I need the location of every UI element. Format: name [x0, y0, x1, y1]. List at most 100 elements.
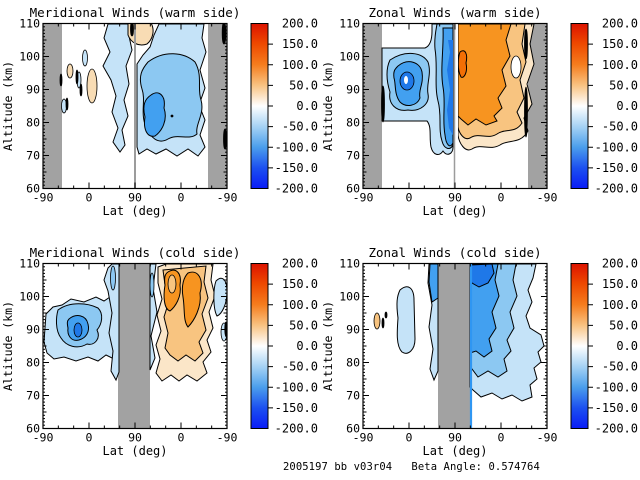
panel-title: Zonal Winds (warm side): [368, 5, 541, 20]
x-tick-label: -90: [353, 431, 374, 445]
x-tick-label: 90: [448, 431, 462, 445]
y-tick-label: 60: [26, 182, 40, 196]
y-tick-label: 80: [26, 116, 40, 130]
colorbar-label: -200.0: [595, 422, 638, 436]
x-tick-label: 0: [406, 191, 413, 205]
y-tick-label: 100: [19, 290, 40, 304]
y-tick-label: 60: [26, 422, 40, 436]
colorbar-label: 100.0: [282, 298, 318, 312]
colorbar: [250, 263, 269, 429]
colorbar-label: 200.0: [602, 17, 638, 31]
footer-annotation: 2005197 bb v03r04 Beta Angle: 0.574764: [283, 461, 540, 473]
y-tick-label: 80: [346, 356, 360, 370]
panel-zonal-winds-cold-side: -90 0 90 0 -90 110 100 90 80 70 60 Zonal Winds (col…: [321, 245, 638, 458]
x-tick-label: -90: [537, 191, 558, 205]
colorbar-label: 200.0: [282, 17, 318, 31]
colorbar-label: -150.0: [595, 161, 638, 175]
colorbar-label: -100.0: [595, 140, 638, 154]
contour-field: [373, 263, 545, 429]
colorbar-label: -150.0: [275, 401, 318, 415]
colorbar-label: 200.0: [602, 257, 638, 271]
colorbar-label: -50.0: [282, 120, 318, 134]
panel-title: Meridional Winds (warm side): [30, 5, 241, 20]
y-tick-label: 90: [26, 323, 40, 337]
colorbar-label: 0.0: [616, 99, 638, 113]
x-tick-label: -90: [33, 431, 54, 445]
colorbar-label: 150.0: [282, 37, 318, 51]
contour-field: [381, 23, 535, 189]
colorbar-label: -200.0: [275, 422, 318, 436]
x-tick-label: 0: [178, 191, 185, 205]
y-tick-label: 90: [26, 83, 40, 97]
data-gap-band: [438, 263, 470, 429]
colorbar-label: 100.0: [602, 58, 638, 72]
x-tick-label: 90: [448, 191, 462, 205]
data-gap-band: [363, 23, 382, 189]
colorbar-label: -150.0: [275, 161, 318, 175]
data-gap-band: [118, 263, 150, 429]
colorbar-label: -200.0: [275, 182, 318, 196]
y-tick-label: 100: [19, 50, 40, 64]
y-axis-label: Altitude (km): [321, 61, 335, 151]
contour-field: [43, 263, 227, 382]
colorbar-label: 150.0: [282, 277, 318, 291]
y-tick-label: 70: [346, 149, 360, 163]
y-axis-label: Altitude (km): [1, 61, 15, 151]
y-tick-label: 110: [339, 257, 360, 271]
colorbar-label: -200.0: [595, 182, 638, 196]
y-tick-label: 60: [346, 182, 360, 196]
x-tick-label: 0: [86, 431, 93, 445]
y-tick-label: 90: [346, 83, 360, 97]
data-gap-band: [208, 23, 227, 189]
y-tick-label: 110: [339, 17, 360, 31]
y-tick-label: 60: [346, 422, 360, 436]
x-tick-label: 0: [86, 191, 93, 205]
y-tick-label: 70: [346, 389, 360, 403]
colorbar-label: 100.0: [282, 58, 318, 72]
x-tick-label: -90: [217, 431, 238, 445]
colorbar-label: 50.0: [289, 78, 318, 92]
colorbar-label: 0.0: [296, 99, 318, 113]
contour-field: [59, 23, 227, 189]
data-gap-band: [43, 23, 62, 189]
colorbar-label: -150.0: [595, 401, 638, 415]
colorbar-label: -50.0: [602, 360, 638, 374]
y-tick-label: 80: [26, 356, 40, 370]
x-tick-label: -90: [217, 191, 238, 205]
colorbar-label: -100.0: [275, 380, 318, 394]
y-axis-label: Altitude (km): [321, 301, 335, 391]
x-tick-label: 0: [178, 431, 185, 445]
colorbar-label: 50.0: [609, 318, 638, 332]
y-tick-label: 110: [19, 17, 40, 31]
colorbar-label: -50.0: [602, 120, 638, 134]
panel-meridional-winds-warm-side: -90 0 90 0 -90 110 100 90 80 70 60 Meridional Winds…: [1, 5, 318, 218]
x-tick-label: -90: [33, 191, 54, 205]
colorbar-label: -100.0: [595, 380, 638, 394]
y-tick-label: 110: [19, 257, 40, 271]
x-tick-label: 0: [498, 191, 505, 205]
x-tick-label: 0: [406, 431, 413, 445]
colorbar-label: 50.0: [609, 78, 638, 92]
x-tick-label: 90: [128, 431, 142, 445]
colorbar-label: 150.0: [602, 37, 638, 51]
y-tick-label: 80: [346, 116, 360, 130]
colorbar-label: -100.0: [275, 140, 318, 154]
x-tick-label: -90: [353, 191, 374, 205]
x-axis-label: Lat (deg): [422, 204, 487, 218]
x-axis-label: Lat (deg): [422, 444, 487, 458]
colorbar: [250, 23, 269, 189]
colorbar-label: -50.0: [282, 360, 318, 374]
x-axis-label: Lat (deg): [102, 444, 167, 458]
colorbar: [570, 23, 589, 189]
x-tick-label: 0: [498, 431, 505, 445]
colorbar-label: 0.0: [296, 339, 318, 353]
panel-zonal-winds-warm-side: -90 0 90 0 -90 110 100 90 80 70 60 Zonal Winds (war…: [321, 5, 638, 218]
y-tick-label: 70: [26, 389, 40, 403]
y-tick-label: 90: [346, 323, 360, 337]
colorbar-label: 50.0: [289, 318, 318, 332]
x-tick-label: -90: [537, 431, 558, 445]
x-axis-label: Lat (deg): [102, 204, 167, 218]
colorbar: [570, 263, 589, 429]
colorbar-label: 150.0: [602, 277, 638, 291]
